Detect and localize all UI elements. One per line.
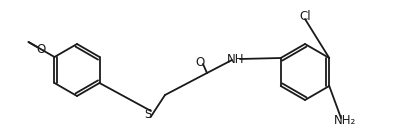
Text: O: O: [195, 55, 204, 69]
Text: O: O: [36, 43, 45, 55]
Text: Cl: Cl: [298, 9, 310, 23]
Text: S: S: [144, 107, 151, 121]
Text: NH₂: NH₂: [333, 114, 355, 126]
Text: NH: NH: [227, 53, 244, 65]
